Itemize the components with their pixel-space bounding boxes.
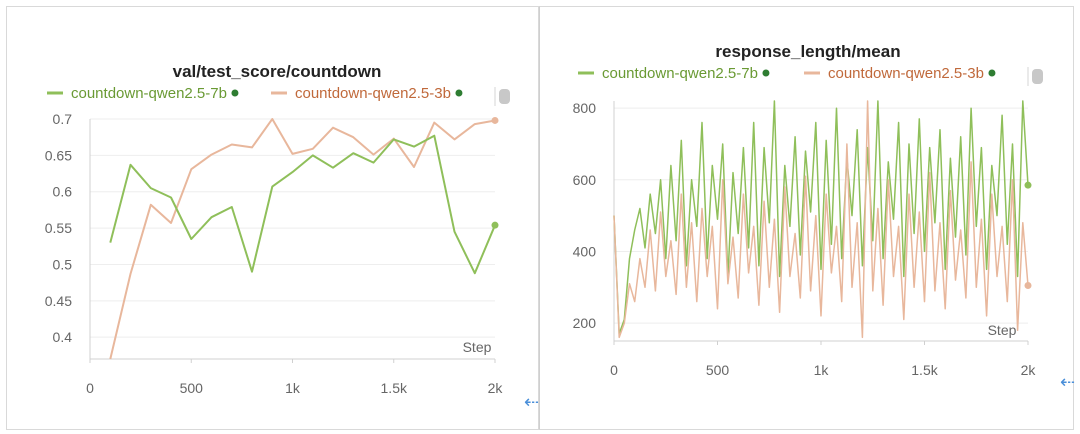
y-tick-label: 0.65 bbox=[45, 147, 72, 163]
legend-label: countdown-qwen2.5-7b bbox=[602, 65, 758, 82]
series-line[interactable] bbox=[613, 100, 1029, 335]
series-line[interactable] bbox=[613, 100, 1029, 339]
y-tick-label: 400 bbox=[573, 243, 597, 259]
x-tick-label: 1k bbox=[814, 362, 830, 378]
x-axis-label: Step bbox=[988, 322, 1017, 338]
series-endpoint bbox=[491, 116, 499, 124]
legend-status-dot bbox=[455, 89, 463, 97]
chart-title: val/test_score/countdown bbox=[173, 62, 382, 81]
legend-label: countdown-qwen2.5-3b bbox=[828, 65, 984, 82]
y-tick-label: 800 bbox=[573, 100, 597, 116]
series-endpoint bbox=[1024, 181, 1032, 189]
x-axis-label: Step bbox=[463, 339, 492, 355]
legend-status-dot bbox=[988, 69, 996, 77]
x-tick-label: 2k bbox=[1021, 362, 1037, 378]
series-line[interactable] bbox=[109, 134, 496, 275]
y-tick-label: 200 bbox=[573, 315, 597, 331]
x-tick-label: 0 bbox=[610, 362, 618, 378]
legend-label: countdown-qwen2.5-7b bbox=[71, 85, 227, 102]
x-tick-label: 0 bbox=[86, 380, 94, 396]
legend-toggle-icon[interactable] bbox=[1032, 69, 1043, 84]
y-tick-label: 0.7 bbox=[53, 111, 73, 127]
x-tick-label: 1.5k bbox=[911, 362, 938, 378]
legend-status-dot bbox=[762, 69, 770, 77]
x-tick-label: 1k bbox=[285, 380, 301, 396]
y-tick-label: 0.4 bbox=[53, 329, 73, 345]
legend-item[interactable]: countdown-qwen2.5-7b bbox=[578, 65, 770, 82]
chart-response-length: response_length/mean countdown-qwen2.5-7b… bbox=[573, 42, 1043, 378]
legend-toggle-icon[interactable] bbox=[499, 89, 510, 104]
legend-status-dot bbox=[231, 89, 239, 97]
chart-title: response_length/mean bbox=[715, 42, 900, 61]
chart-panel-response-length: response_length/mean countdown-qwen2.5-7b… bbox=[539, 6, 1074, 430]
chart-test-score: val/test_score/countdown countdown-qwen2.… bbox=[45, 62, 510, 396]
x-tick-label: 1.5k bbox=[381, 380, 408, 396]
y-tick-label: 0.55 bbox=[45, 220, 72, 236]
y-tick-label: 0.6 bbox=[53, 184, 73, 200]
x-tick-label: 500 bbox=[706, 362, 730, 378]
series-line[interactable] bbox=[109, 118, 496, 360]
y-tick-label: 0.45 bbox=[45, 293, 72, 309]
series-endpoint bbox=[491, 221, 499, 229]
expand-arrow-icon[interactable]: ⇠ bbox=[1060, 372, 1076, 392]
x-tick-label: 2k bbox=[488, 380, 504, 396]
y-tick-label: 600 bbox=[573, 172, 597, 188]
y-tick-label: 0.5 bbox=[53, 256, 73, 272]
legend-item[interactable]: countdown-qwen2.5-3b bbox=[804, 65, 996, 82]
legend-label: countdown-qwen2.5-3b bbox=[295, 85, 451, 102]
legend-item[interactable]: countdown-qwen2.5-7b bbox=[47, 85, 239, 102]
legend-item[interactable]: countdown-qwen2.5-3b bbox=[271, 85, 463, 102]
chart-panel-test-score: val/test_score/countdown countdown-qwen2.… bbox=[6, 6, 539, 430]
x-tick-label: 500 bbox=[180, 380, 204, 396]
expand-arrow-icon[interactable]: ⇠ bbox=[524, 392, 540, 412]
series-endpoint bbox=[1024, 281, 1032, 289]
